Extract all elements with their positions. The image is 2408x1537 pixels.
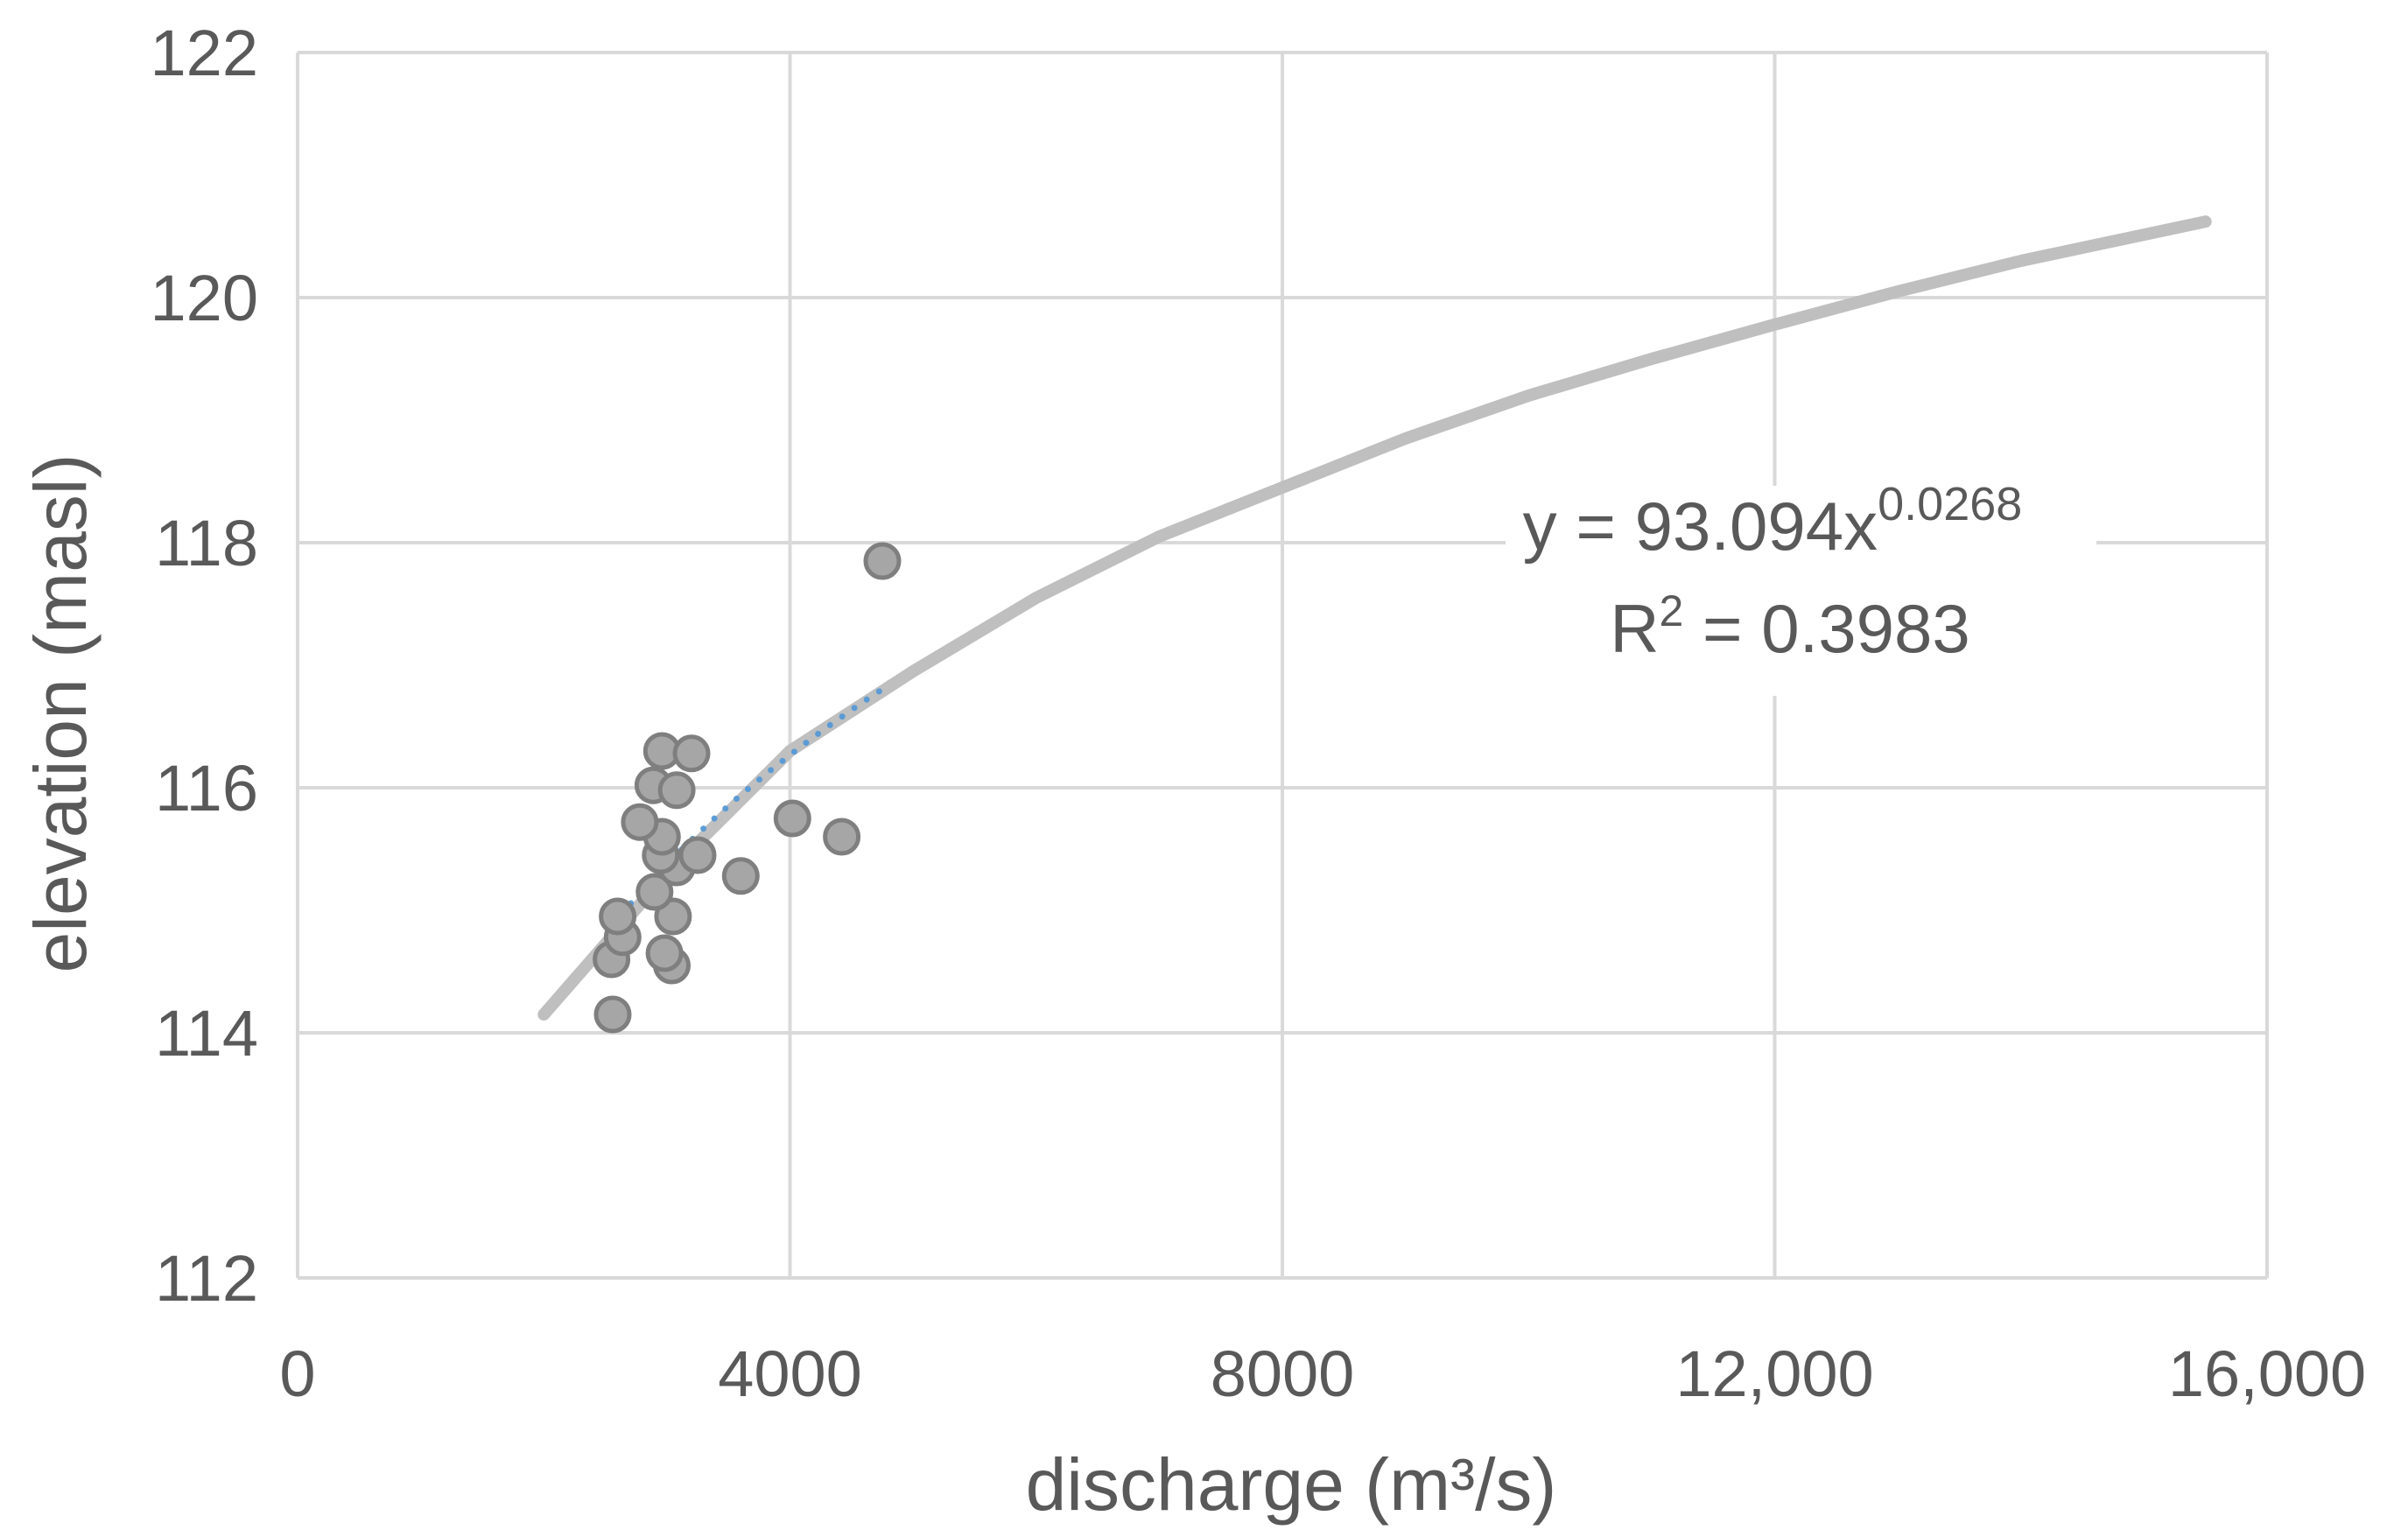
data-point — [773, 799, 811, 838]
y-tick-label: 120 — [151, 262, 258, 334]
trendline-equation: y = 93.094x0.0268 R2 = 0.3983 — [1506, 478, 2096, 696]
data-points — [593, 542, 902, 1034]
data-point — [721, 857, 760, 895]
y-tick-label: 112 — [155, 1242, 258, 1315]
data-point — [621, 803, 659, 841]
power-curve-line — [537, 215, 2212, 1021]
x-axis-title: discharge (m³/s) — [1026, 1443, 1557, 1526]
r2-value: = 0.3983 — [1683, 590, 1969, 667]
data-point — [599, 897, 637, 936]
y-axis-title: elevation (masl) — [19, 454, 102, 973]
equation-line: y = 93.094x0.0268 — [1523, 478, 2023, 565]
tick-labels: 0 4000 8000 12,000 16,000 112 114 116 118 120 122 — [151, 17, 2367, 1410]
x-tick-label: 16,000 — [2168, 1337, 2366, 1410]
y-tick-label: 114 — [155, 997, 258, 1070]
y-tick-label: 118 — [155, 507, 258, 579]
x-tick-label: 12,000 — [1675, 1337, 1873, 1410]
data-point — [657, 771, 696, 810]
power-trendline — [608, 686, 886, 930]
r-squared-line: R2 = 0.3983 — [1610, 586, 1970, 667]
equation-exponent: 0.0268 — [1878, 478, 2022, 530]
x-tick-label: 8000 — [1211, 1337, 1355, 1410]
equation-prefix: y = 93.094x — [1523, 488, 1878, 565]
equation-background — [1506, 486, 2096, 696]
data-point — [672, 734, 711, 773]
data-point — [863, 542, 902, 580]
y-tick-label: 122 — [151, 17, 258, 89]
power-curve-layer — [537, 215, 2212, 1021]
data-point — [654, 897, 692, 936]
x-tick-label: 0 — [279, 1337, 315, 1410]
y-tick-label: 116 — [155, 752, 258, 825]
r2-prefix: R — [1610, 590, 1659, 667]
x-tick-label: 4000 — [718, 1337, 862, 1410]
r2-superscript: 2 — [1660, 586, 1684, 635]
data-point — [635, 873, 674, 911]
data-point — [678, 836, 717, 874]
data-point — [593, 995, 632, 1034]
trendline-layer — [608, 686, 886, 930]
data-point — [823, 818, 861, 856]
data-point — [645, 934, 684, 972]
